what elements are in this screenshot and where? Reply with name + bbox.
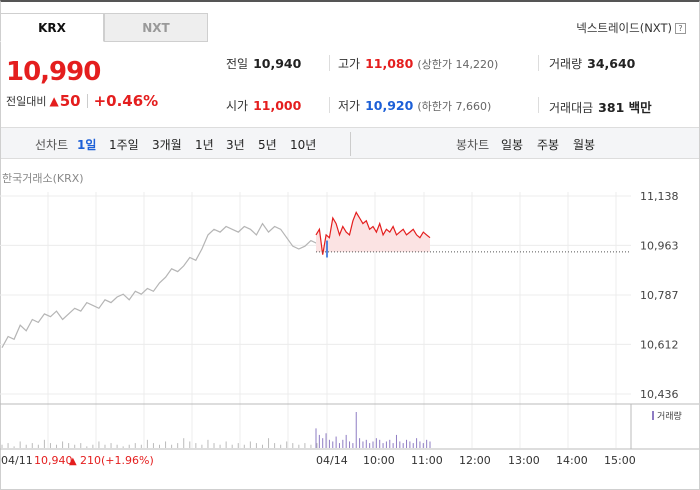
change-percent: +0.46% (93, 92, 159, 110)
stat-value: 10,940 (253, 56, 302, 71)
y-tick-label: 10,436 (640, 388, 679, 401)
period-bar: 선차트 1일 1주일 3개월 1년 3년 5년 10년 봉차트 일봉 주봉 월봉 (1, 127, 699, 159)
divider (329, 97, 330, 113)
stat-volume: 거래량 34,640 (549, 55, 635, 72)
candle-daily[interactable]: 일봉 (501, 138, 524, 152)
divider (538, 97, 539, 113)
stat-sub: (상한가 14,220) (417, 58, 499, 71)
prev-day-line (1, 222, 318, 348)
divider (329, 55, 330, 71)
change-amount: 50 (59, 92, 81, 110)
x-tick-label: 15:00 (604, 454, 636, 467)
market-tabs: KRX NXT (0, 13, 208, 42)
volume-legend-swatch (652, 411, 654, 420)
stat-label: 거래대금 (549, 101, 594, 115)
candle-weekly[interactable]: 주봉 (537, 138, 560, 152)
period-1d[interactable]: 1일 (77, 138, 97, 152)
stat-label: 저가 (338, 99, 361, 113)
tab-krx[interactable]: KRX (0, 13, 104, 42)
up-arrow-icon: ▲ (69, 456, 77, 467)
volume-legend-label: 거래량 (657, 410, 682, 422)
period-3m[interactable]: 3개월 (152, 138, 182, 152)
exchange-label: 한국거래소(KRX) (2, 172, 84, 185)
line-chart-label: 선차트 (35, 138, 69, 152)
stat-label: 고가 (338, 57, 361, 71)
period-10y[interactable]: 10년 (290, 138, 317, 152)
y-tick-label: 10,612 (640, 338, 679, 351)
x-tick-label: 14:00 (556, 454, 588, 467)
current-price: 10,990 (6, 57, 101, 87)
stat-value: 11,080 (365, 56, 414, 71)
chart-grid (0, 192, 699, 450)
stat-label: 거래량 (549, 57, 583, 71)
stat-label: 시가 (226, 99, 249, 113)
y-tick-label: 10,787 (640, 289, 679, 302)
divider (350, 132, 351, 156)
price-change: 전일대비 ▲ 50 +0.46% (6, 92, 158, 110)
tab-nxt[interactable]: NXT (104, 13, 208, 42)
divider (86, 94, 88, 108)
today-series (315, 211, 431, 255)
volume-bars: 거래량 (1, 410, 682, 448)
divider (538, 55, 539, 71)
y-tick-label: 10,963 (640, 239, 679, 252)
period-1y[interactable]: 1년 (195, 138, 214, 152)
x-tick-label: 12:00 (459, 454, 491, 467)
y-tick-label: 11,138 (640, 190, 679, 203)
candle-monthly[interactable]: 월봉 (573, 138, 596, 152)
period-3y[interactable]: 3년 (226, 138, 245, 152)
nextrade-link[interactable]: 넥스트레이드(NXT) ? (576, 20, 686, 36)
stat-value: 10,920 (365, 98, 414, 113)
x-axis: 04/14 10:00 11:00 12:00 13:00 14:00 15:00 (316, 454, 636, 467)
x-tick-label: 10:00 (363, 454, 395, 467)
x-tick-label: 13:00 (508, 454, 540, 467)
footer-change: 210 (80, 454, 101, 467)
stat-trade-amount: 거래대금 381 백만 (549, 97, 652, 116)
nextrade-link-label: 넥스트레이드(NXT) (576, 21, 672, 35)
stat-high: 고가 11,080 (상한가 14,220) (338, 55, 498, 72)
stat-sub: (하한가 7,660) (417, 100, 492, 113)
today-fill (316, 212, 430, 255)
change-label: 전일대비 (6, 95, 47, 108)
chart-footer: 04/11 10,940▲ 210 (+1.96%) (1, 454, 154, 467)
period-1w[interactable]: 1주일 (109, 138, 139, 152)
x-tick-label: 04/14 (316, 454, 348, 467)
stat-value: 34,640 (587, 56, 636, 71)
help-icon[interactable]: ? (675, 22, 686, 34)
stat-label: 전일 (226, 57, 249, 71)
footer-date: 04/11 (1, 454, 33, 467)
stat-value: 381 백만 (598, 100, 652, 115)
today-line (315, 211, 431, 258)
footer-price: 10,940 (34, 454, 73, 467)
up-arrow-icon: ▲ (49, 94, 59, 108)
y-axis: 11,138 10,963 10,787 10,612 10,436 (640, 190, 679, 401)
stat-open: 시가 11,000 (226, 97, 301, 114)
stat-value: 11,000 (253, 98, 302, 113)
prev-day-series (1, 222, 318, 348)
footer-percent: (+1.96%) (101, 454, 154, 467)
stat-prev-close: 전일 10,940 (226, 55, 301, 72)
stat-low: 저가 10,920 (하한가 7,660) (338, 97, 491, 114)
x-tick-label: 11:00 (411, 454, 443, 467)
period-5y[interactable]: 5년 (258, 138, 277, 152)
candle-chart-label: 봉차트 (456, 138, 490, 152)
